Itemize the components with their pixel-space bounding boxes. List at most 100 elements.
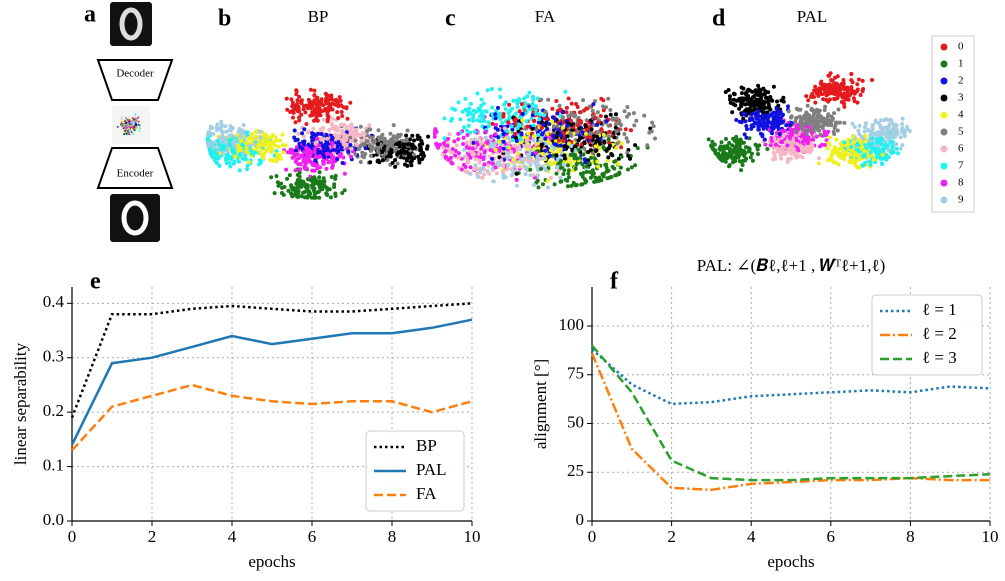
embedding-point — [756, 103, 761, 107]
embedding-point — [353, 152, 358, 157]
embedding-point — [324, 191, 329, 196]
embedding-point — [806, 98, 811, 103]
embedding-point — [237, 168, 242, 173]
embedding-point — [405, 128, 410, 133]
embedding-point — [734, 144, 739, 149]
embedding-point — [550, 106, 555, 111]
embedding-point — [375, 159, 380, 164]
embedding-point — [408, 137, 412, 142]
embedding-point — [846, 137, 851, 142]
embedding-point — [586, 150, 591, 155]
embedding-point — [900, 116, 905, 121]
embedding-point — [845, 143, 850, 148]
embedding-point — [583, 160, 588, 165]
embedding-point — [505, 167, 510, 171]
embedding-point — [593, 144, 598, 149]
embedding-point — [841, 78, 846, 82]
embedding-point — [501, 173, 506, 178]
embedding-point — [312, 186, 317, 191]
y-axis-label: linear separability — [11, 342, 30, 465]
embedding-point — [482, 119, 487, 124]
embedding-point — [761, 119, 766, 123]
embedding-point — [476, 174, 481, 179]
embedding-point — [406, 142, 410, 147]
embedding-point — [299, 112, 304, 117]
y-tick-label: 0.3 — [43, 347, 64, 366]
embedding-point — [763, 142, 768, 147]
thumbnail-point — [127, 121, 129, 124]
embedding-point — [803, 117, 808, 122]
embedding-point — [617, 121, 622, 126]
embedding-point — [488, 143, 493, 148]
embedding-point — [633, 163, 638, 168]
embedding-point — [495, 127, 500, 132]
embedding-point — [827, 135, 832, 140]
embedding-point — [760, 92, 765, 97]
embedding-point — [625, 150, 630, 155]
embedding-point — [489, 148, 494, 153]
embedding-point — [558, 146, 563, 151]
embedding-point — [422, 153, 426, 158]
embedding-point — [478, 155, 483, 159]
embedding-point — [324, 132, 329, 137]
embedding-point — [380, 149, 385, 154]
embedding-point — [224, 129, 229, 134]
embedding-point — [746, 145, 750, 150]
digit-glyph — [121, 200, 149, 236]
embedding-point — [519, 102, 524, 107]
embedding-point — [328, 104, 333, 109]
embedding-point — [534, 104, 538, 109]
embedding-point — [426, 134, 431, 139]
embedding-point — [337, 154, 342, 159]
embedding-point — [249, 149, 254, 154]
embedding-point — [473, 137, 477, 142]
embedding-point — [504, 150, 509, 155]
embedding-point — [406, 152, 411, 157]
embedding-point — [471, 118, 476, 123]
embedding-point — [491, 179, 496, 184]
embedding-point — [219, 119, 224, 124]
embedding-point — [463, 96, 468, 101]
embedding-point — [775, 110, 779, 115]
embedding-point — [490, 166, 495, 171]
embedding-point — [767, 105, 772, 110]
embedding-point — [344, 127, 349, 132]
embedding-point — [217, 143, 222, 147]
embedding-point — [512, 118, 517, 123]
embedding-point — [221, 143, 226, 148]
embedding-point — [748, 97, 753, 102]
embedding-point — [456, 137, 461, 142]
embedding-point — [342, 122, 346, 127]
embedding-point — [762, 122, 767, 127]
embedding-point — [520, 160, 525, 165]
embedding-point — [507, 114, 512, 119]
embedding-point — [310, 168, 315, 173]
embedding-point — [617, 170, 622, 175]
embedding-point — [501, 112, 506, 116]
embedding-point — [885, 130, 889, 135]
embedding-point — [397, 144, 402, 149]
embedding-point — [712, 148, 717, 153]
encoder-label: Encoder — [117, 168, 154, 180]
x-axis-label: epochs — [767, 552, 814, 571]
embedding-point — [588, 135, 593, 140]
embedding-point — [589, 127, 594, 132]
embedding-point — [463, 165, 468, 169]
embedding-point — [285, 176, 290, 181]
panel-letter: e — [90, 269, 101, 295]
embedding-point — [325, 145, 330, 150]
embedding-point — [590, 108, 595, 113]
embedding-point — [308, 149, 313, 154]
embedding-point — [790, 150, 795, 154]
embedding-point — [594, 148, 599, 153]
embedding-point — [800, 155, 805, 160]
embedding-point — [329, 95, 334, 100]
embedding-point — [882, 118, 886, 123]
embedding-point — [587, 104, 592, 109]
embedding-point — [606, 96, 611, 101]
embedding-point — [779, 152, 784, 157]
embedding-point — [614, 129, 619, 134]
embedding-point — [567, 156, 572, 161]
embedding-point — [817, 86, 822, 91]
